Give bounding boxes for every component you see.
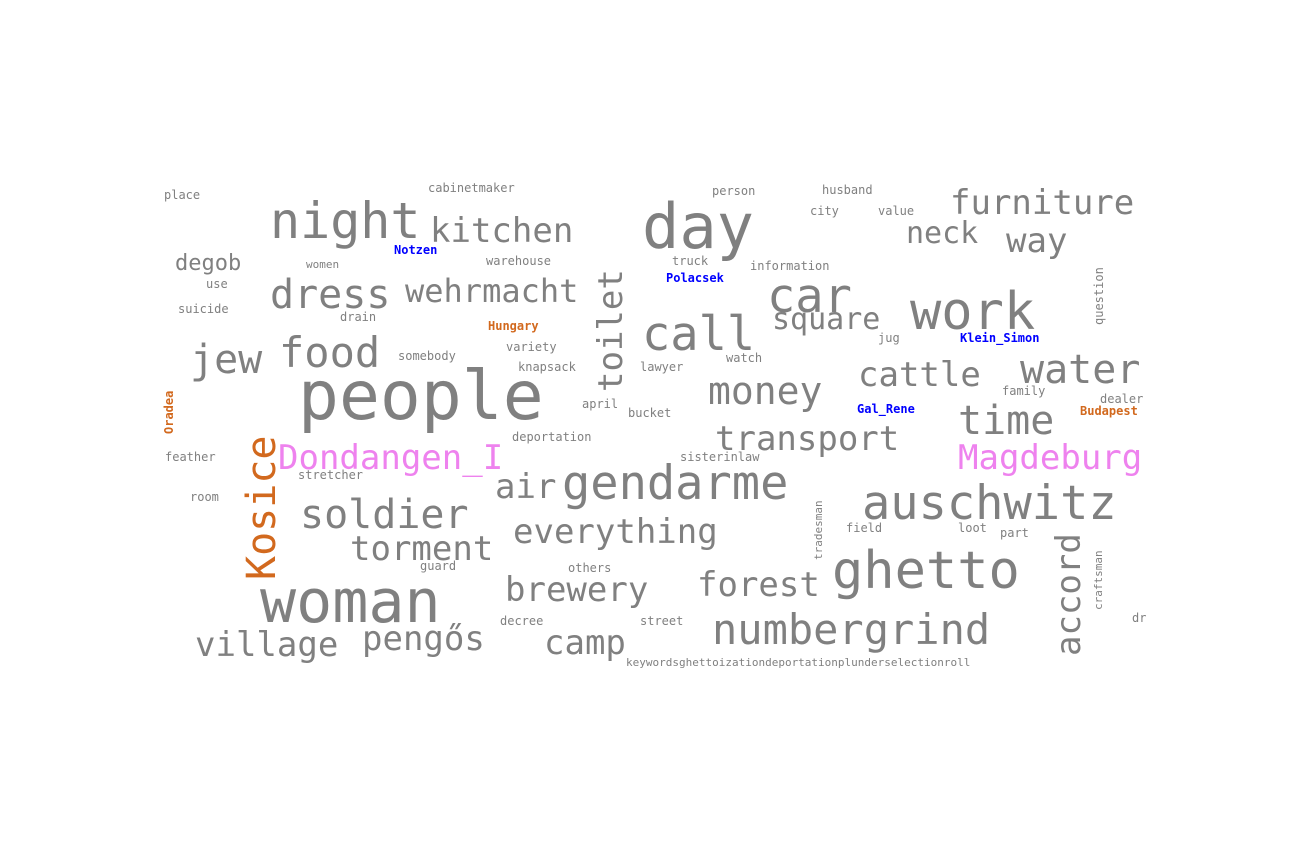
word-feather: feather (165, 450, 216, 464)
word-field: field (846, 521, 883, 535)
word-magdeburg: Magdeburg (958, 438, 1143, 478)
word-question: question (1092, 267, 1106, 325)
word-square: square (772, 302, 881, 337)
word-furniture: furniture (950, 183, 1135, 223)
word-jug: jug (878, 331, 900, 345)
word-watch: watch (726, 351, 763, 365)
word-bucket: bucket (628, 406, 672, 420)
word-ghetto: ghetto (832, 541, 1020, 601)
word-craftsman: craftsman (1092, 550, 1105, 610)
word-husband: husband (822, 183, 873, 197)
word-money: money (708, 369, 823, 413)
word-april: april (582, 397, 619, 411)
word-hungary: Hungary (488, 319, 539, 333)
word-truck: truck (672, 254, 709, 268)
word-wehrmacht: wehrmacht (405, 272, 579, 310)
word-people: people (298, 357, 544, 436)
word-torment: torment (350, 529, 494, 569)
word-somebody: somebody (398, 349, 456, 363)
word-budapest: Budapest (1080, 404, 1138, 418)
word-food: food (279, 328, 381, 377)
word-warehouse: warehouse (486, 254, 552, 268)
word-family: family (1002, 384, 1046, 398)
word-dealer: dealer (1100, 392, 1144, 406)
word-degob: degob (175, 251, 242, 276)
word-information: information (750, 259, 830, 273)
word-decree: decree (500, 614, 544, 628)
word-guard: guard (420, 559, 457, 573)
word-polacsek: Polacsek (666, 271, 724, 285)
word-tradesman: tradesman (812, 500, 825, 560)
word-dondangen-i: Dondangen_I (278, 438, 504, 478)
word-numbergrind: numbergrind (712, 605, 991, 654)
word-knapsack: knapsack (518, 360, 576, 374)
word-stretcher: stretcher (298, 468, 364, 482)
word-sisterinlaw: sisterinlaw (680, 450, 760, 464)
word-lawyer: lawyer (640, 360, 684, 374)
word-car: car (767, 269, 852, 324)
word-jew: jew (190, 337, 263, 383)
word-dr: dr (1132, 611, 1147, 625)
word-forest: forest (697, 565, 820, 605)
word-everything: everything (513, 512, 718, 552)
word-work: work (910, 282, 1036, 342)
word-water: water (1020, 347, 1141, 393)
word-air: air (495, 467, 557, 507)
word-dress: dress (270, 272, 391, 318)
word-kosice: Kosice (239, 435, 285, 581)
word-transport: transport (715, 419, 900, 459)
word-toilet: toilet (591, 269, 631, 392)
word-gal-rene: Gal_Rene (857, 402, 915, 416)
word-place: place (164, 188, 201, 202)
word-deportation: deportation (512, 430, 592, 444)
word-oradea: Oradea (162, 390, 176, 434)
word-time: time (958, 398, 1055, 444)
word-call: call (642, 307, 756, 362)
word-loot: loot (958, 521, 987, 535)
word-pengos: pengős (362, 619, 485, 659)
word-suicide: suicide (178, 302, 229, 316)
word-day: day (642, 190, 754, 263)
word-kitchen: kitchen (430, 211, 574, 251)
word-way: way (1006, 221, 1068, 261)
word-camp: camp (544, 623, 626, 663)
word-room: room (190, 490, 219, 504)
word-auschwitz: auschwitz (862, 476, 1117, 531)
word-others: others (568, 561, 612, 575)
word-cabinetmaker: cabinetmaker (428, 181, 515, 195)
word-street: street (640, 614, 684, 628)
word-drain: drain (340, 310, 377, 324)
word-woman: woman (260, 567, 441, 637)
word-use: use (206, 277, 228, 291)
word-variety: variety (506, 340, 557, 354)
word-notzen: Notzen (394, 243, 438, 257)
word-brewery: brewery (505, 570, 649, 610)
word-person: person (712, 184, 756, 198)
word-neck: neck (906, 216, 979, 251)
word-keywords: keywordsghettoizationdeportationplunders… (626, 656, 971, 669)
word-klein-simon: Klein_Simon (960, 331, 1040, 345)
word-women: women (306, 258, 340, 271)
word-gendarme: gendarme (562, 456, 789, 511)
word-night: night (270, 192, 421, 250)
word-cattle: cattle (858, 355, 981, 395)
word-part: part (1000, 526, 1029, 540)
word-village: village (195, 625, 339, 665)
word-value: value (878, 204, 915, 218)
word-city: city (810, 204, 839, 218)
word-accord: accord (1049, 533, 1089, 656)
word-soldier: soldier (300, 492, 469, 538)
